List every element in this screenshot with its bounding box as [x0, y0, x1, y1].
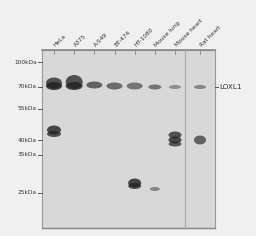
Ellipse shape — [194, 135, 206, 144]
Ellipse shape — [150, 187, 160, 191]
Text: 55kDa: 55kDa — [18, 106, 37, 111]
Ellipse shape — [148, 84, 161, 89]
Ellipse shape — [86, 81, 102, 88]
Text: 35kDa: 35kDa — [18, 152, 37, 157]
Ellipse shape — [168, 142, 182, 147]
Ellipse shape — [128, 178, 141, 187]
Ellipse shape — [66, 75, 83, 89]
Text: Mouse lung: Mouse lung — [154, 21, 182, 48]
Text: LOXL1: LOXL1 — [219, 84, 241, 90]
Ellipse shape — [168, 131, 182, 139]
Text: 100kDa: 100kDa — [14, 59, 37, 64]
Ellipse shape — [106, 83, 123, 89]
Text: HeLa: HeLa — [53, 34, 67, 48]
Text: A375: A375 — [73, 34, 88, 48]
Text: 40kDa: 40kDa — [18, 138, 37, 143]
Ellipse shape — [169, 85, 181, 89]
Ellipse shape — [127, 83, 143, 89]
Ellipse shape — [66, 82, 83, 90]
Text: Rat heart: Rat heart — [199, 25, 222, 48]
Text: 25kDa: 25kDa — [18, 190, 37, 195]
Bar — [42, 50, 215, 228]
Text: Mouse heart: Mouse heart — [174, 18, 204, 48]
Ellipse shape — [168, 136, 182, 143]
Text: HT-1080: HT-1080 — [134, 27, 155, 48]
Ellipse shape — [46, 77, 62, 88]
Ellipse shape — [47, 126, 61, 135]
Ellipse shape — [128, 183, 141, 189]
Text: BT-474: BT-474 — [113, 30, 131, 48]
Text: A-S49: A-S49 — [93, 32, 109, 48]
Ellipse shape — [46, 82, 62, 90]
Text: 70kDa: 70kDa — [18, 84, 37, 89]
Ellipse shape — [47, 131, 61, 137]
Ellipse shape — [194, 85, 206, 89]
